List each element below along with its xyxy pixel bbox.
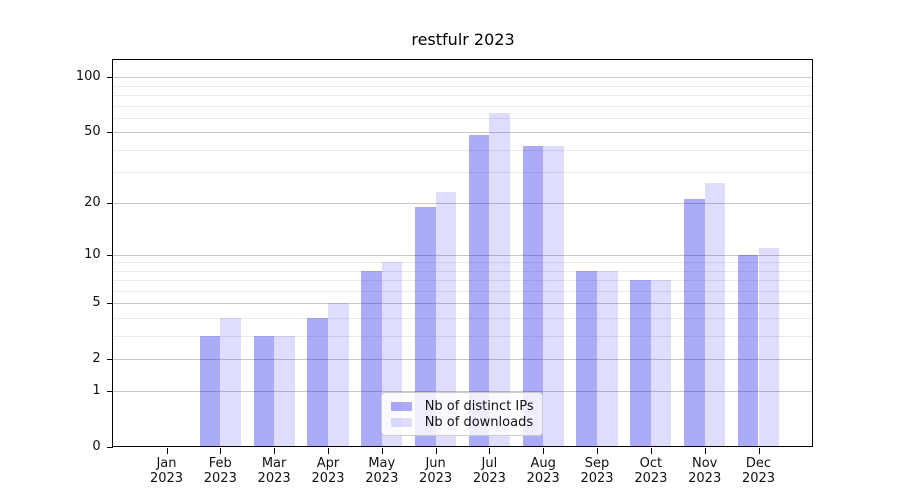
minor-gridline bbox=[112, 85, 813, 87]
x-axis-tick bbox=[597, 447, 598, 454]
x-axis-tick bbox=[704, 447, 706, 454]
bar-jun-ips bbox=[415, 206, 436, 447]
minor-gridline bbox=[112, 117, 813, 119]
x-tick-label: Dec 2023 bbox=[741, 455, 776, 486]
bar-jul-ips bbox=[468, 135, 490, 447]
x-tick-label: Apr 2023 bbox=[311, 455, 345, 486]
x-axis-tick bbox=[274, 447, 276, 454]
minor-gridline bbox=[112, 105, 813, 107]
y-tick-label: 2 bbox=[92, 350, 101, 366]
x-axis-tick bbox=[328, 447, 329, 454]
y-axis-tick bbox=[106, 254, 113, 256]
bar-dec-downloads bbox=[758, 247, 780, 447]
y-axis-tick bbox=[106, 77, 113, 79]
bar-oct-downloads bbox=[650, 280, 672, 447]
bar-nov-downloads bbox=[704, 182, 726, 447]
y-axis-tick bbox=[106, 303, 113, 305]
x-tick-label: Aug 2023 bbox=[526, 455, 560, 486]
minor-gridline bbox=[112, 335, 813, 337]
y-tick-label: 1 bbox=[92, 383, 101, 399]
bar-mar-ips bbox=[253, 335, 275, 447]
x-axis-tick bbox=[543, 447, 545, 454]
bar-feb-ips bbox=[199, 335, 221, 447]
x-tick-label: Oct 2023 bbox=[634, 455, 668, 486]
x-axis-tick bbox=[381, 447, 383, 454]
bar-may-ips bbox=[361, 270, 382, 447]
x-tick-label: Feb 2023 bbox=[203, 455, 237, 486]
chart-title: restfulr 2023 bbox=[411, 30, 515, 49]
legend-swatch-downloads bbox=[390, 417, 412, 427]
legend-label-downloads: Nb of downloads bbox=[424, 414, 534, 430]
minor-gridline bbox=[112, 317, 813, 319]
y-axis-tick bbox=[106, 358, 113, 360]
bar-feb-downloads bbox=[220, 317, 241, 447]
bar-nov-ips bbox=[684, 199, 705, 447]
major-gridline bbox=[112, 77, 813, 79]
minor-gridline bbox=[112, 270, 813, 272]
bar-jul-downloads bbox=[489, 112, 510, 447]
y-axis-tick bbox=[106, 446, 113, 448]
y-tick-label: 0 bbox=[92, 438, 101, 454]
x-axis-tick bbox=[166, 447, 168, 454]
bar-aug-ips bbox=[522, 145, 544, 447]
x-tick-label: Sep 2023 bbox=[580, 455, 614, 486]
y-tick-label: 100 bbox=[75, 69, 101, 85]
major-gridline bbox=[112, 254, 813, 256]
y-tick-label: 50 bbox=[84, 124, 101, 139]
minor-gridline bbox=[112, 149, 813, 151]
y-axis-tick bbox=[106, 203, 113, 204]
y-tick-label: 10 bbox=[84, 246, 101, 262]
legend-label-distinct-ips: Nb of distinct IPs bbox=[424, 398, 534, 414]
major-gridline bbox=[112, 203, 813, 204]
bar-aug-downloads bbox=[543, 145, 564, 447]
x-axis-tick bbox=[489, 447, 491, 454]
x-tick-label: Jun 2023 bbox=[419, 455, 453, 486]
y-tick-label: 20 bbox=[84, 195, 101, 210]
y-tick-label: 5 bbox=[92, 295, 101, 311]
bar-dec-ips bbox=[737, 254, 759, 447]
legend-item-distinct-ips: Nb of distinct IPs bbox=[390, 398, 534, 414]
minor-gridline bbox=[112, 171, 813, 173]
major-gridline bbox=[112, 358, 813, 360]
x-tick-label: Jan 2023 bbox=[149, 455, 184, 486]
x-axis-tick bbox=[650, 447, 652, 454]
major-gridline bbox=[112, 391, 813, 393]
x-tick-label: Nov 2023 bbox=[688, 455, 722, 486]
x-axis-tick bbox=[220, 447, 222, 454]
major-gridline bbox=[112, 132, 813, 133]
minor-gridline bbox=[112, 95, 813, 96]
legend-item-downloads: Nb of downloads bbox=[390, 414, 534, 430]
bar-mar-downloads bbox=[274, 335, 295, 447]
y-axis-tick bbox=[106, 132, 113, 133]
major-gridline bbox=[112, 303, 813, 305]
x-axis-tick bbox=[758, 447, 760, 454]
bar-apr-downloads bbox=[328, 303, 349, 447]
minor-gridline bbox=[112, 262, 813, 264]
legend: Nb of distinct IPs Nb of downloads bbox=[380, 392, 543, 437]
x-tick-label: Jul 2023 bbox=[472, 455, 506, 486]
y-axis-tick bbox=[106, 391, 113, 393]
bar-oct-ips bbox=[630, 280, 651, 447]
bar-sep-ips bbox=[576, 270, 597, 447]
bar-jun-downloads bbox=[435, 192, 457, 447]
x-tick-label: Mar 2023 bbox=[257, 455, 291, 486]
x-axis-tick bbox=[435, 447, 437, 454]
minor-gridline bbox=[112, 290, 813, 292]
minor-gridline bbox=[112, 280, 813, 282]
bar-apr-ips bbox=[307, 317, 328, 447]
x-tick-label: May 2023 bbox=[365, 455, 399, 486]
legend-swatch-distinct-ips bbox=[390, 401, 412, 411]
bar-sep-downloads bbox=[597, 270, 618, 447]
